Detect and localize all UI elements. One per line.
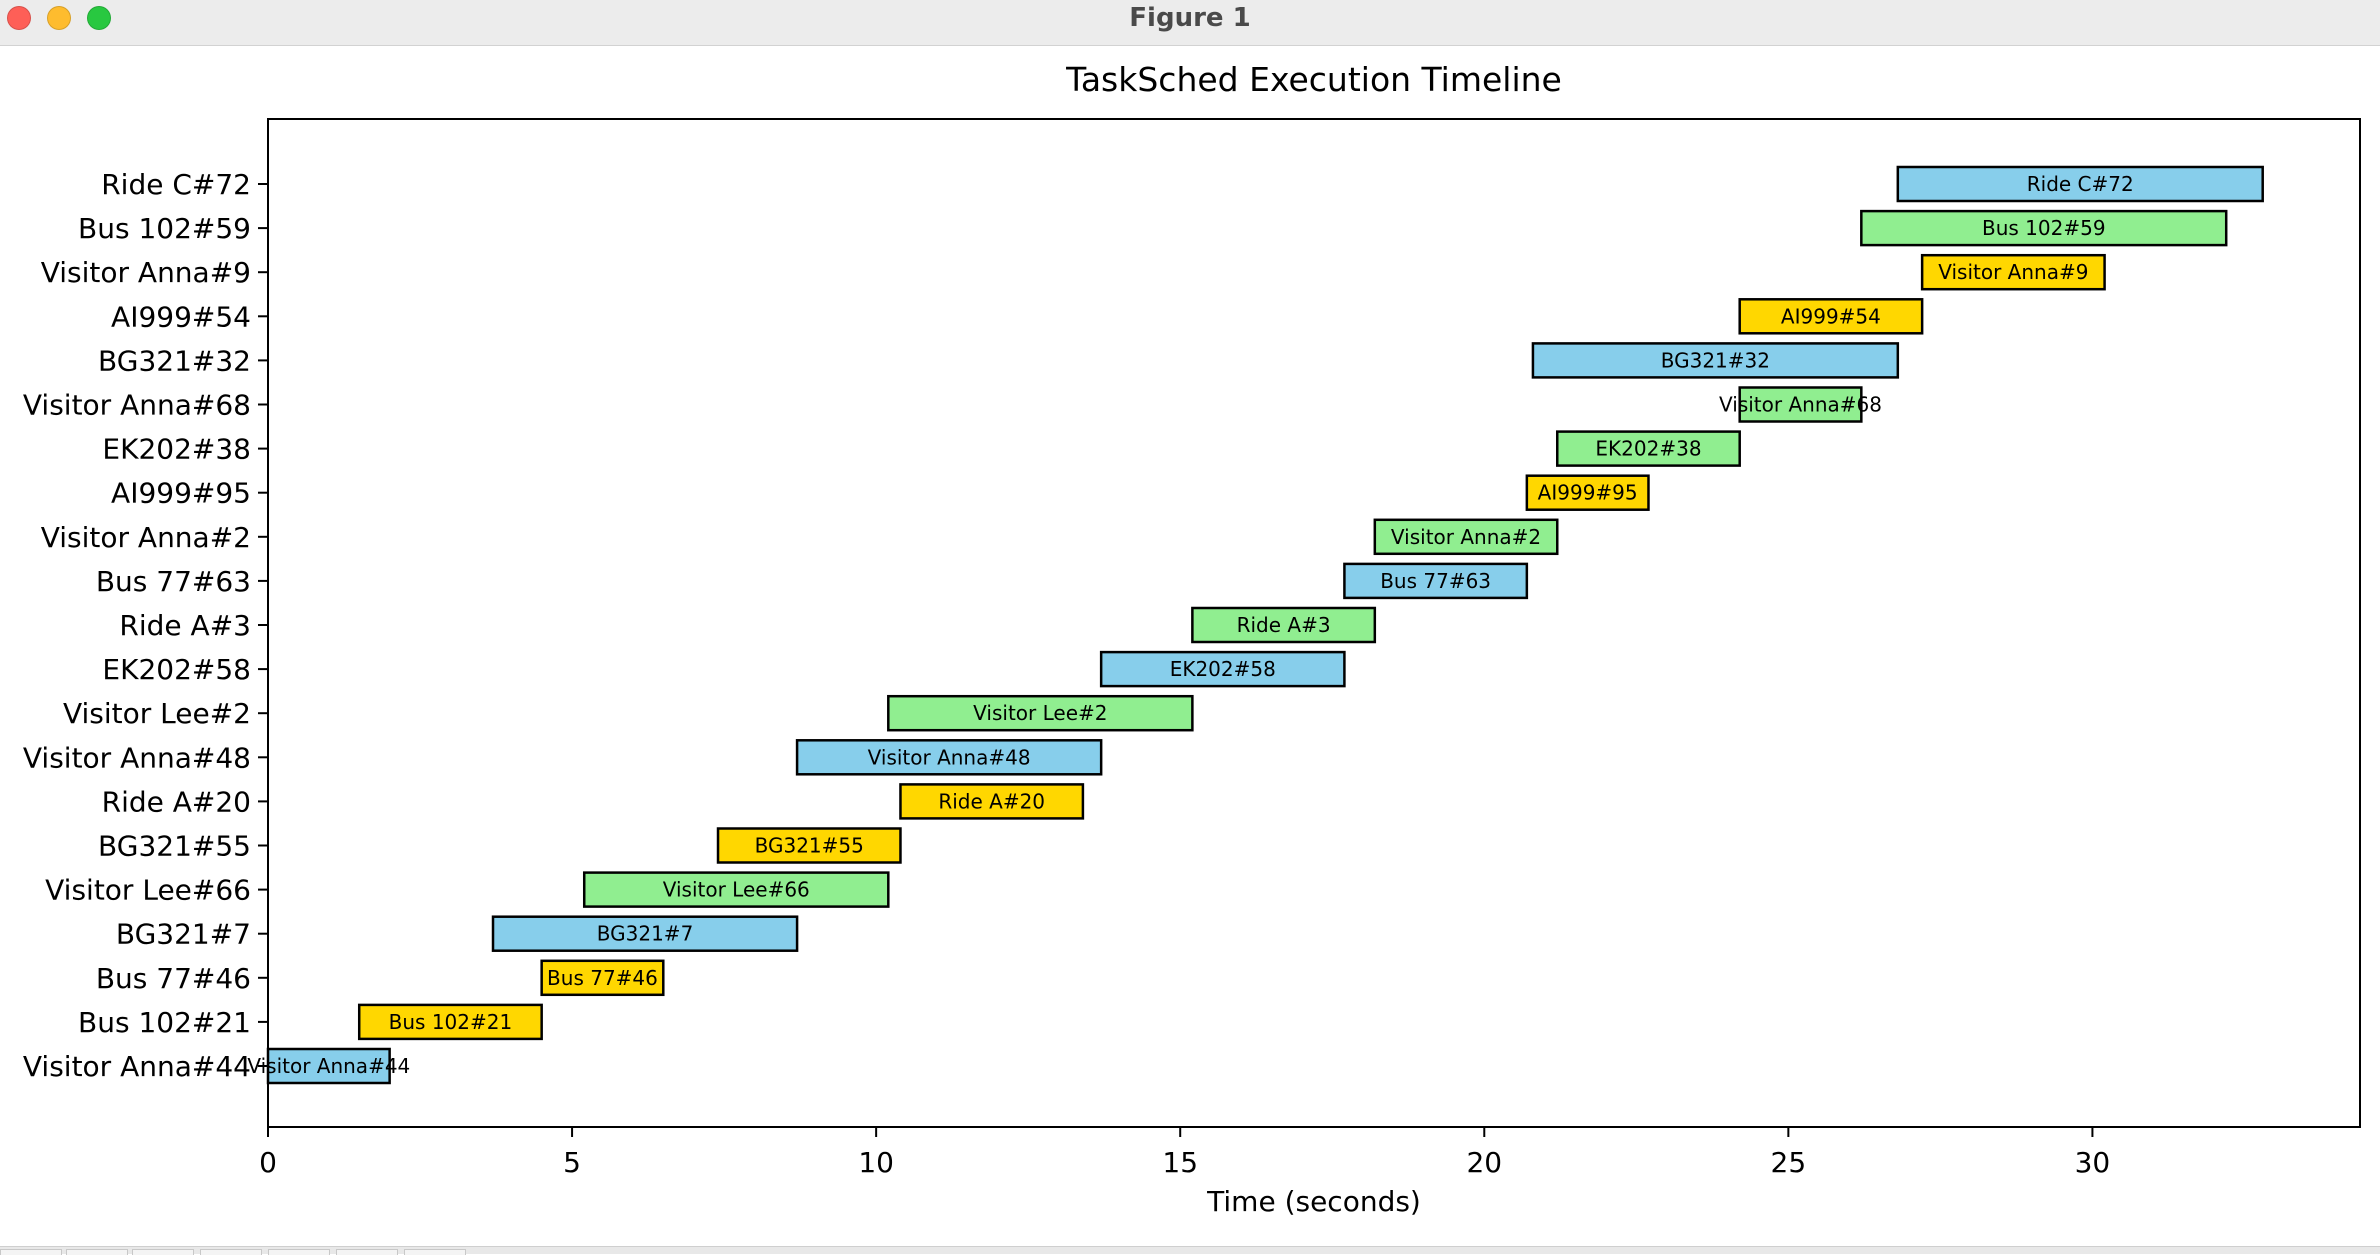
x-tick-label: 30 [2075, 1146, 2111, 1179]
x-tick-label: 0 [259, 1146, 277, 1179]
x-axis: 0 5 10 15 20 25 30 [259, 1127, 2110, 1179]
window-title: Figure 1 [1129, 3, 1251, 33]
toolbar-button[interactable] [200, 1249, 262, 1255]
bars [266, 165, 2264, 1085]
bar-label: EK202#38 [1595, 437, 1701, 461]
x-tick-label: 5 [563, 1146, 581, 1179]
y-tick-label: AI999#95 [111, 477, 251, 510]
y-tick-label: Ride A#20 [102, 785, 251, 818]
task-bar [1738, 298, 1924, 335]
y-tick-label: Visitor Anna#9 [41, 256, 251, 289]
bar-label: Bus 102#21 [389, 1010, 513, 1034]
task-bar [491, 915, 799, 952]
toolbar-button[interactable] [0, 1249, 62, 1255]
task-bar [1525, 474, 1650, 511]
y-tick-label: BG321#55 [98, 830, 251, 863]
task-bar [1099, 650, 1346, 688]
task-bar [887, 694, 1194, 732]
y-tick-label: Visitor Anna#2 [41, 521, 251, 554]
window-titlebar: Figure 1 [0, 0, 2380, 46]
y-tick-label: Ride A#3 [119, 609, 251, 642]
bar-label: EK202#58 [1170, 657, 1276, 681]
task-bar [357, 1003, 543, 1041]
bar-label: AI999#54 [1781, 304, 1881, 328]
task-bar [1896, 165, 2264, 203]
task-bar [716, 827, 902, 864]
y-tick-label: Ride C#72 [101, 168, 251, 201]
x-axis-label: Time (seconds) [1206, 1185, 1421, 1218]
chart-title: TaskSched Execution Timeline [1065, 60, 1562, 99]
toolbar-button[interactable] [268, 1249, 330, 1255]
task-bar [1531, 342, 1900, 379]
maximize-icon[interactable] [87, 6, 111, 30]
task-bar [1920, 253, 2106, 291]
y-tick-label: EK202#58 [102, 653, 251, 686]
bar-label: Bus 102#59 [1982, 216, 2106, 240]
x-tick-label: 20 [1466, 1146, 1502, 1179]
toolbar-button[interactable] [132, 1249, 194, 1255]
bar-label: BG321#7 [597, 922, 694, 946]
y-tick-label: EK202#38 [102, 433, 251, 466]
task-bar [1556, 430, 1741, 467]
y-tick-label: Visitor Lee#2 [63, 697, 251, 730]
timeline-chart: TaskSched Execution Timeline Time (secon… [23, 60, 2361, 1218]
bar-label: Visitor Anna#2 [1391, 525, 1541, 549]
task-bar [795, 739, 1103, 776]
bar-label: Visitor Anna#48 [868, 745, 1031, 769]
x-tick-label: 10 [858, 1146, 894, 1179]
bar-label: Ride C#72 [2027, 172, 2134, 196]
task-bar [1860, 209, 2228, 247]
y-tick-label: Bus 102#21 [78, 1006, 251, 1039]
y-tick-label: BG321#7 [116, 918, 251, 951]
bar-label: Visitor Anna#44 [247, 1054, 410, 1078]
y-tick-label: Visitor Anna#48 [23, 741, 251, 774]
task-bar [582, 871, 890, 908]
task-bar [1738, 386, 1863, 423]
bar-label: Visitor Anna#68 [1719, 393, 1882, 417]
task-bar [540, 959, 665, 997]
x-tick-label: 15 [1162, 1146, 1198, 1179]
y-tick-label: Bus 102#59 [78, 212, 251, 245]
close-icon[interactable] [7, 6, 31, 30]
toolbar-button[interactable] [66, 1249, 128, 1255]
bar-label: Ride A#3 [1237, 613, 1331, 637]
y-tick-label: BG321#32 [98, 344, 251, 377]
bar-label: BG321#55 [755, 834, 864, 858]
toolbar [0, 1246, 2380, 1255]
task-bar [1191, 606, 1377, 644]
task-bar [1373, 518, 1559, 556]
y-tick-label: Visitor Anna#68 [23, 389, 251, 422]
bar-label: Bus 77#46 [547, 966, 658, 990]
bar-label: Visitor Lee#66 [663, 878, 810, 902]
figure-canvas: TaskSched Execution Timeline Time (secon… [0, 46, 2380, 1246]
bar-labels: Visitor Anna#44 Bus 102#21 Bus 77#46 BG321#… [247, 172, 2133, 1078]
task-bar [1343, 562, 1529, 600]
x-tick-label: 25 [1771, 1146, 1807, 1179]
y-tick-label: AI999#54 [111, 300, 251, 333]
plot-area [267, 118, 2361, 1128]
y-axis: Visitor Anna#44 Bus 102#21 Bus 77#46 BG321#… [23, 168, 268, 1083]
bar-label: AI999#95 [1538, 481, 1638, 505]
bar-label: Bus 77#63 [1380, 569, 1491, 593]
bar-label: BG321#32 [1661, 348, 1770, 372]
bar-label: Visitor Anna#9 [1938, 260, 2088, 284]
y-tick-label: Bus 77#63 [96, 565, 251, 598]
toolbar-button[interactable] [336, 1249, 398, 1255]
y-tick-label: Visitor Lee#66 [45, 874, 251, 907]
minimize-icon[interactable] [47, 6, 71, 30]
y-tick-label: Visitor Anna#44 [23, 1050, 251, 1083]
toolbar-button[interactable] [404, 1249, 466, 1255]
task-bar [266, 1047, 391, 1085]
bar-label: Ride A#20 [938, 789, 1045, 813]
task-bar [899, 783, 1085, 820]
y-tick-label: Bus 77#46 [96, 962, 251, 995]
bar-label: Visitor Lee#2 [973, 701, 1107, 725]
